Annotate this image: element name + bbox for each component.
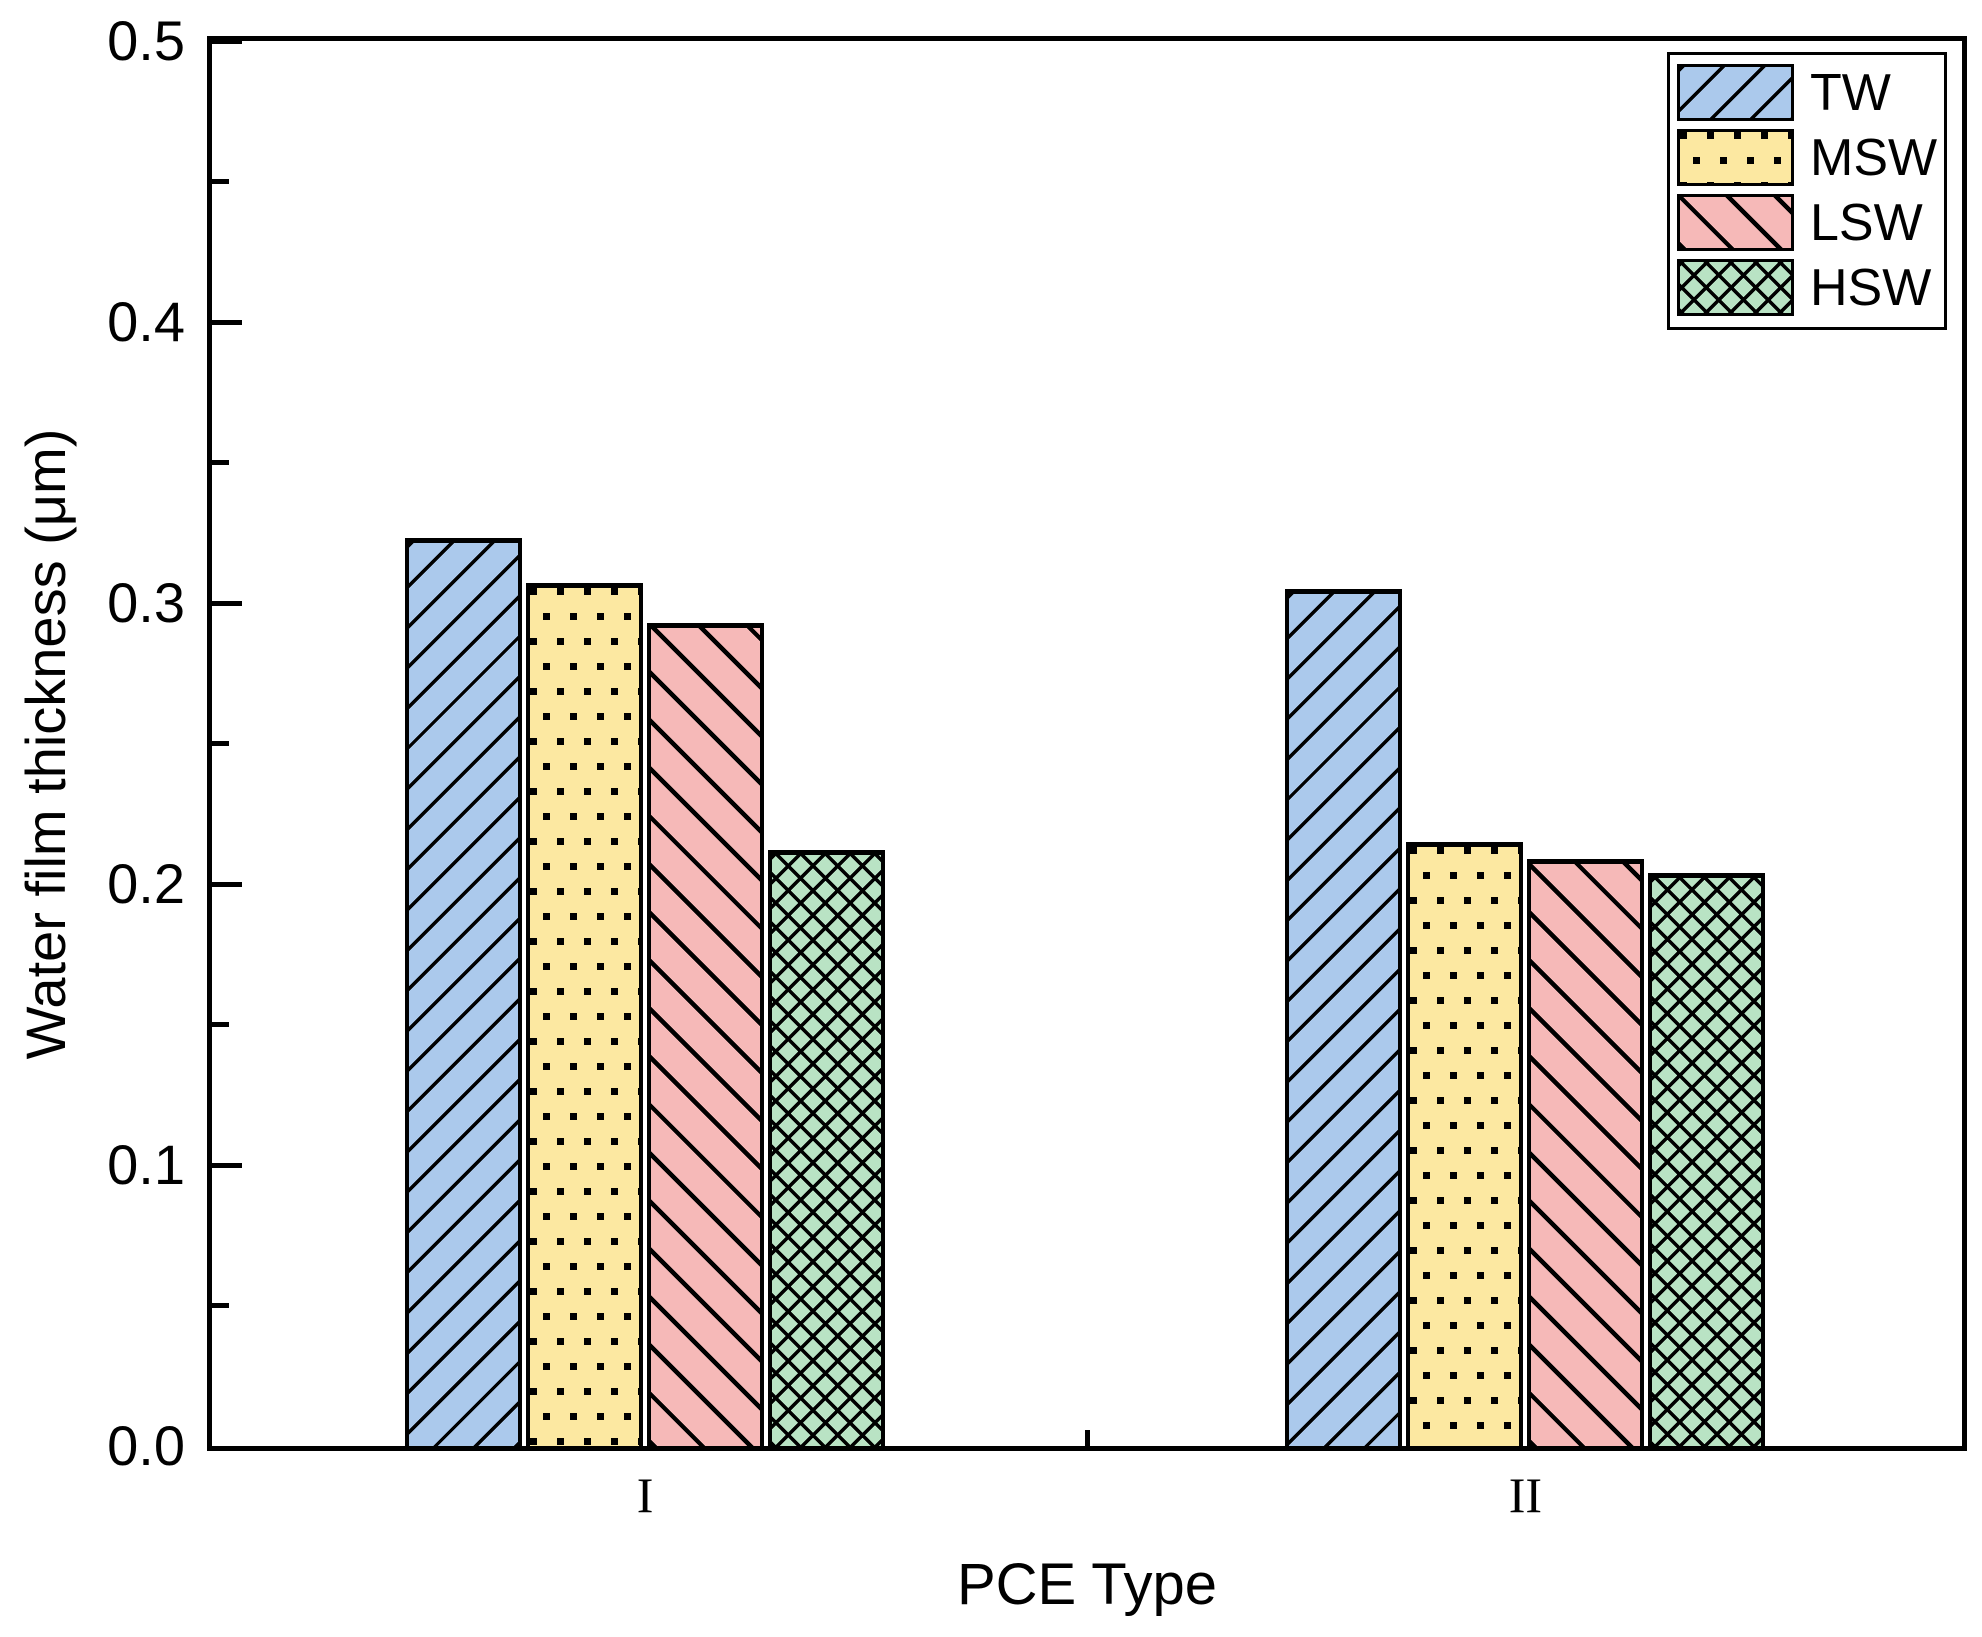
msw-swatch [1677, 129, 1794, 186]
y-tick-label: 0.2 [107, 852, 185, 915]
x-axis-title: PCE Type [956, 1552, 1218, 1617]
tw-swatch [1677, 64, 1794, 121]
bar-TW-II [1285, 588, 1403, 1446]
hsw-swatch [1677, 259, 1794, 316]
legend-item: HSW [1677, 255, 1944, 320]
y-major-tick [212, 38, 242, 44]
legend-item: MSW [1677, 125, 1944, 190]
y-minor-tick [212, 1303, 229, 1308]
bar-LSW-II [1527, 858, 1645, 1446]
y-minor-tick [212, 460, 229, 465]
y-tick-label: 0.0 [107, 1414, 185, 1477]
legend-item: LSW [1677, 190, 1944, 255]
y-major-tick [212, 319, 242, 325]
plot-area: TW MSW LSW HSW [207, 36, 1967, 1451]
lsw-swatch [1677, 194, 1794, 251]
bar-HSW-I [768, 850, 886, 1446]
y-major-tick [212, 881, 242, 887]
y-minor-tick [212, 179, 229, 184]
legend-label-HSW: HSW [1810, 258, 1932, 317]
legend-label-LSW: LSW [1810, 193, 1923, 252]
x-minor-tick [1084, 1430, 1090, 1446]
y-major-tick [212, 1162, 242, 1168]
legend-item: TW [1677, 60, 1944, 125]
y-tick-label: 0.3 [107, 571, 185, 634]
y-tick-label: 0.4 [107, 290, 185, 353]
bar-MSW-I [526, 583, 644, 1446]
x-tick-label-I: I [636, 1467, 654, 1523]
y-minor-tick [212, 741, 229, 746]
y-tick-label: 0.5 [107, 9, 185, 72]
bar-TW-I [405, 538, 523, 1446]
bar-LSW-I [647, 622, 765, 1446]
x-tick-label-II: II [1508, 1467, 1543, 1523]
bar-HSW-II [1648, 872, 1766, 1446]
y-tick-label: 0.1 [107, 1133, 185, 1196]
y-minor-tick [212, 1022, 229, 1027]
y-major-tick [212, 600, 242, 606]
legend-label-TW: TW [1810, 63, 1891, 122]
bar-MSW-II [1406, 841, 1524, 1446]
legend: TW MSW LSW HSW [1667, 52, 1947, 330]
legend-label-MSW: MSW [1810, 128, 1938, 187]
y-axis-title: Water film thickness (μm) [14, 428, 77, 1060]
